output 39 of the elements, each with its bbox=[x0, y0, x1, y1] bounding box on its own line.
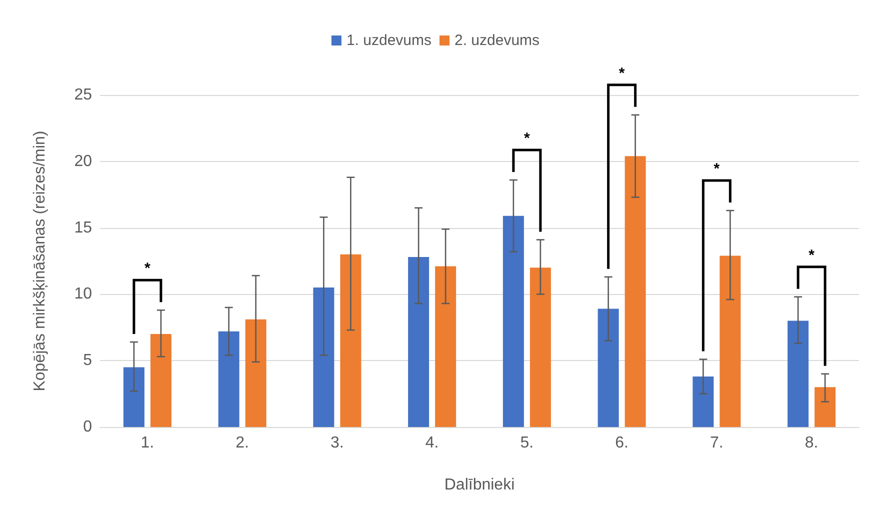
annotation: * bbox=[144, 260, 151, 278]
bar bbox=[340, 254, 362, 427]
bar bbox=[435, 266, 456, 427]
annotation: * bbox=[808, 246, 815, 264]
legend-label: 1. uzdevums bbox=[346, 32, 432, 49]
y-tick-label: 10 bbox=[74, 286, 92, 303]
y-tick-label: 15 bbox=[74, 219, 92, 236]
x-tick-label: 5. bbox=[520, 434, 534, 452]
x-tick-label: 6. bbox=[615, 434, 628, 452]
bar bbox=[245, 319, 266, 427]
y-tick-label: 5 bbox=[83, 352, 92, 370]
bar bbox=[123, 367, 144, 427]
annotation: * bbox=[714, 160, 720, 178]
bar bbox=[624, 156, 646, 427]
y-axis-title: Kopējās mirkšķināšanas (reizes/min) bbox=[32, 130, 48, 392]
text: * bbox=[618, 64, 625, 82]
bar bbox=[720, 256, 741, 427]
bar bbox=[530, 268, 551, 427]
bar bbox=[408, 257, 430, 427]
x-tick-label: 1. bbox=[140, 434, 154, 452]
x-axis-title: Dalībnieki bbox=[444, 476, 515, 494]
bar bbox=[218, 331, 240, 427]
bar bbox=[788, 320, 809, 427]
bar bbox=[502, 216, 524, 427]
bar bbox=[150, 334, 172, 427]
x-tick-label: 4. bbox=[425, 434, 439, 452]
x-tick-label: 8. bbox=[804, 434, 818, 452]
bar bbox=[313, 288, 334, 427]
bar bbox=[598, 308, 619, 427]
y-tick-label: 0 bbox=[83, 418, 92, 436]
bar bbox=[814, 387, 836, 427]
y-tick-label: 20 bbox=[74, 152, 92, 170]
y-tick-label: 25 bbox=[74, 86, 92, 104]
x-tick-label: 2. bbox=[236, 434, 249, 452]
x-tick-label: 7. bbox=[710, 434, 724, 452]
legend-label: 2. uzdevums bbox=[454, 32, 540, 49]
annotation: * bbox=[524, 130, 530, 147]
bar bbox=[692, 376, 714, 427]
x-tick-label: 3. bbox=[330, 434, 344, 452]
